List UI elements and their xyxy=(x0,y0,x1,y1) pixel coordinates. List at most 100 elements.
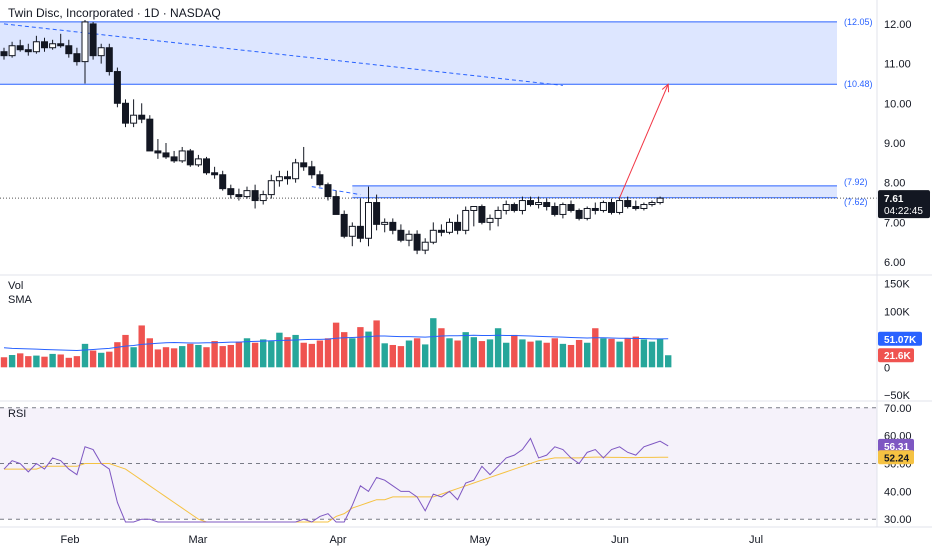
candle-body xyxy=(235,194,243,198)
candle-body xyxy=(583,207,591,219)
trendline-descending[interactable] xyxy=(3,23,563,86)
volume-value-badge-bg xyxy=(878,348,914,363)
price-tick-label: 7.00 xyxy=(884,217,905,229)
candle-body xyxy=(219,174,227,190)
candle xyxy=(211,166,219,179)
candle-body xyxy=(275,176,283,182)
candle-body xyxy=(178,150,186,162)
candle xyxy=(24,43,32,56)
volume-bar xyxy=(243,338,251,368)
volume-pane: 150K 100K 0 −50K 51.07K 21.6K xyxy=(0,279,922,402)
volume-bar xyxy=(276,332,283,368)
volume-bar xyxy=(308,343,315,368)
candle-body xyxy=(324,184,332,198)
volume-tick-label: −50K xyxy=(884,390,911,402)
volume-bar xyxy=(519,339,526,368)
volume-bar xyxy=(187,343,194,368)
volume-bar xyxy=(235,341,243,368)
candle xyxy=(551,202,559,217)
candle xyxy=(470,206,478,227)
candle-body xyxy=(535,202,543,206)
candle-body xyxy=(203,158,210,174)
volume-bar xyxy=(357,327,364,368)
candle xyxy=(122,99,129,128)
candle-body xyxy=(211,172,219,176)
candle-body xyxy=(105,47,113,73)
time-tick-label: May xyxy=(470,534,491,546)
projection-arrow[interactable] xyxy=(619,83,670,198)
candle xyxy=(146,115,154,152)
candle xyxy=(340,210,348,239)
volume-bar xyxy=(106,351,113,368)
candle xyxy=(284,170,291,185)
candle-body xyxy=(413,233,421,251)
last-price-badge-bg xyxy=(878,190,930,219)
candle xyxy=(308,160,316,179)
rsi-value-badge-bg xyxy=(878,438,914,453)
volume-tick-label: 100K xyxy=(884,306,910,318)
candle xyxy=(194,154,202,167)
price-tick-label: 9.00 xyxy=(884,138,905,150)
candle xyxy=(583,206,591,221)
candle-body xyxy=(543,202,551,208)
candle-body xyxy=(389,221,397,231)
volume-bar xyxy=(584,342,591,368)
candle-body xyxy=(146,118,154,152)
volume-bar xyxy=(600,338,607,368)
candles xyxy=(0,19,664,255)
volume-bar xyxy=(170,348,178,368)
volume-bar xyxy=(316,340,324,368)
volume-value: 21.6K xyxy=(884,351,911,362)
candle-body xyxy=(575,209,583,219)
volume-bar xyxy=(260,339,267,368)
volume-bar xyxy=(8,355,16,368)
candle-body xyxy=(251,190,259,202)
volume-sma-line xyxy=(3,334,669,352)
trendline-short[interactable] xyxy=(311,186,361,196)
rsi-tick-label: 40.00 xyxy=(884,486,912,498)
candle xyxy=(373,194,381,231)
candle xyxy=(49,39,57,50)
range-box-upper[interactable] xyxy=(0,21,837,85)
candle xyxy=(170,150,178,163)
rsi-tick-label: 30.00 xyxy=(884,514,912,526)
candle-body xyxy=(292,162,300,180)
candle-body xyxy=(97,47,105,57)
volume-bar xyxy=(665,355,672,368)
candle-body xyxy=(89,23,97,57)
volume-bar xyxy=(41,356,48,368)
candle-body xyxy=(656,197,664,204)
candle-body xyxy=(478,206,486,223)
price-tick-label: 10.00 xyxy=(884,98,912,110)
volume-bar xyxy=(478,341,486,368)
volume-bar xyxy=(324,338,332,368)
candle xyxy=(316,170,324,187)
volume-bar xyxy=(608,338,615,368)
volume-bar xyxy=(292,334,299,368)
candle xyxy=(243,186,251,199)
candle xyxy=(397,224,405,243)
volume-bar xyxy=(422,344,429,368)
candle-body xyxy=(194,158,202,166)
range-box-lower[interactable] xyxy=(352,185,837,198)
candle xyxy=(599,200,607,213)
candle-body xyxy=(454,221,462,231)
candle xyxy=(32,35,40,54)
candle-body xyxy=(437,229,445,233)
candle xyxy=(527,196,534,207)
candle-body xyxy=(8,45,16,57)
candle xyxy=(267,174,275,199)
candle-body xyxy=(24,49,32,53)
candle xyxy=(365,186,372,247)
volume-bar xyxy=(373,320,380,368)
candle xyxy=(65,39,73,58)
candle xyxy=(437,224,445,237)
candle-body xyxy=(518,200,526,211)
candle xyxy=(518,196,526,215)
volume-bar xyxy=(341,332,348,368)
candle xyxy=(113,67,121,108)
volume-bar xyxy=(227,344,234,368)
level-label: (12.05) xyxy=(844,17,873,27)
candle xyxy=(454,214,462,235)
